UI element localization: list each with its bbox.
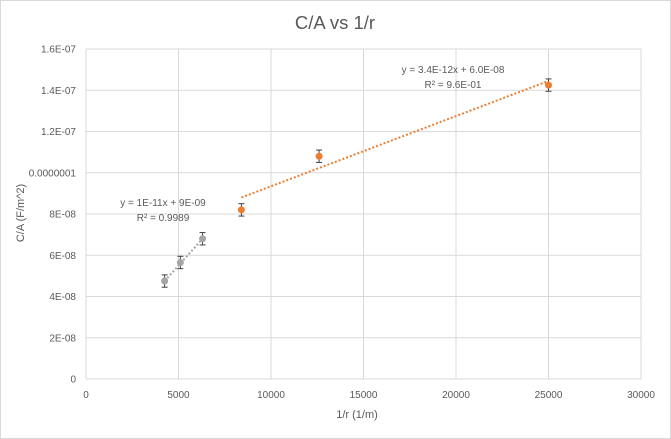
y-axis-tick-labels: 0 2E-08 4E-08 6E-08 8E-08 0.0000001 1.2E-07 1.4… bbox=[29, 45, 77, 386]
x-tick-label: 10000 bbox=[257, 390, 285, 401]
x-tick-label: 0 bbox=[83, 390, 89, 401]
y-tick-label: 6E-08 bbox=[49, 251, 76, 262]
y-tick-label: 1.2E-07 bbox=[41, 127, 76, 138]
y-tick-label: 1.4E-07 bbox=[41, 86, 76, 97]
y-tick-label: 2E-08 bbox=[49, 333, 76, 344]
y-tick-label: 1.6E-07 bbox=[41, 45, 76, 56]
x-tick-label: 25000 bbox=[535, 390, 563, 401]
x-tick-label: 30000 bbox=[627, 390, 655, 401]
x-axis-tick-labels: 0 5000 10000 15000 20000 25000 30000 bbox=[83, 390, 655, 401]
trendline bbox=[163, 238, 204, 282]
x-axis-label: 1/r (1/m) bbox=[336, 409, 378, 421]
chart-title: C/A vs 1/r bbox=[295, 12, 375, 33]
data-point bbox=[545, 81, 552, 89]
x-tick-label: 15000 bbox=[350, 390, 378, 401]
trendlines bbox=[163, 80, 549, 282]
trendline-r2-orange: R² = 9.6E-01 bbox=[425, 80, 482, 91]
data-point bbox=[237, 206, 245, 214]
y-tick-label: 8E-08 bbox=[49, 210, 76, 221]
data-point bbox=[315, 152, 323, 160]
trendline-equation-gray: y = 1E-11x + 9E-09 bbox=[120, 198, 206, 209]
y-tick-label: 0 bbox=[70, 375, 76, 386]
x-tick-label: 5000 bbox=[167, 390, 190, 401]
data-points bbox=[161, 81, 552, 285]
trendline bbox=[241, 80, 549, 199]
y-tick-label: 0.0000001 bbox=[29, 168, 77, 179]
data-point bbox=[199, 235, 207, 243]
data-point bbox=[161, 277, 169, 285]
x-tick-label: 20000 bbox=[442, 390, 470, 401]
y-tick-label: 4E-08 bbox=[49, 292, 76, 303]
data-point bbox=[176, 258, 184, 266]
trendline-equation-orange: y = 3.4E-12x + 6.0E-08 bbox=[402, 65, 505, 76]
y-axis-label: C/A (F/m^2) bbox=[15, 184, 27, 242]
trendline-r2-gray: R² = 0.9989 bbox=[137, 213, 190, 224]
gridlines bbox=[85, 48, 642, 380]
error-bars bbox=[161, 78, 552, 288]
